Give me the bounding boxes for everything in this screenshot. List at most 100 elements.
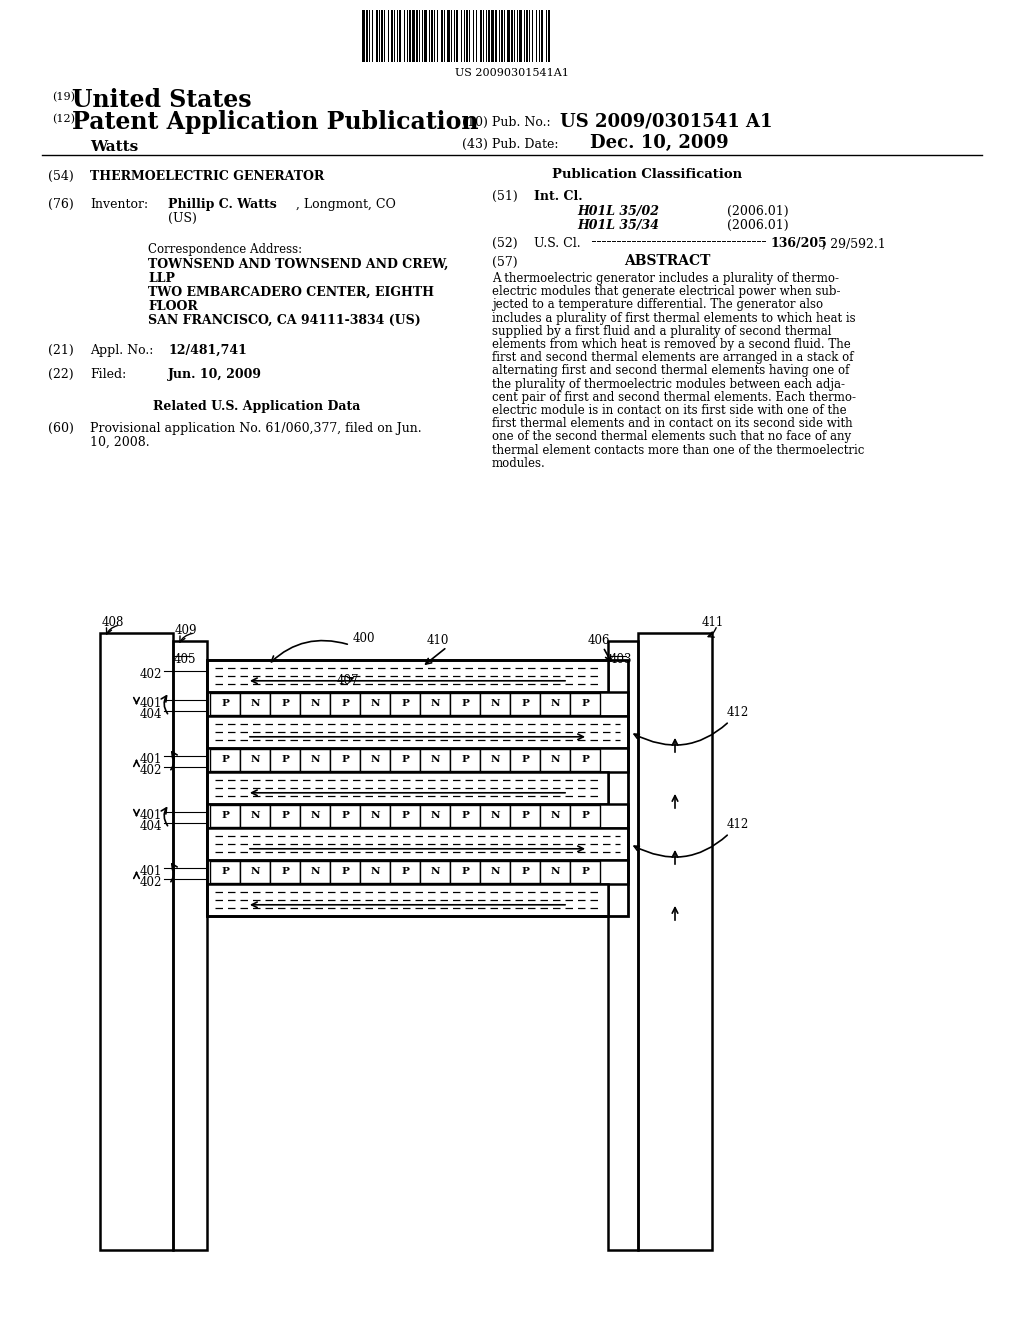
Text: 408: 408 [102,616,124,630]
Bar [300,693,330,715]
Text: N: N [550,867,560,876]
Text: Related U.S. Application Data: Related U.S. Application Data [153,400,360,413]
Bar [510,693,540,715]
Bar [416,11,418,62]
Text: Phillip C. Watts: Phillip C. Watts [168,198,276,211]
Bar [100,634,173,1250]
Text: N: N [490,700,500,709]
Bar [300,748,330,771]
Text: N: N [310,700,319,709]
Text: P: P [581,755,589,764]
Text: FLOOR: FLOOR [148,300,198,313]
Bar [173,642,207,1250]
Text: US 2009/0301541 A1: US 2009/0301541 A1 [560,112,772,129]
Text: (43) Pub. Date:: (43) Pub. Date: [462,139,558,150]
Text: 401: 401 [139,809,162,822]
Bar [207,828,628,861]
Text: 405: 405 [174,653,197,667]
Bar [207,715,628,748]
Text: Jun. 10, 2009: Jun. 10, 2009 [168,368,262,381]
Bar [450,693,480,715]
Text: (12): (12) [52,114,75,124]
Bar [210,693,240,715]
Bar [570,748,600,771]
Text: (21): (21) [48,345,74,356]
Text: P: P [341,700,349,709]
Text: 402: 402 [139,876,162,888]
Bar [519,11,522,62]
Bar [270,693,300,715]
Text: P: P [221,700,229,709]
Text: (US): (US) [168,213,197,224]
Bar [207,804,628,828]
Bar [511,11,513,62]
Text: 401: 401 [139,697,162,710]
Bar [391,11,393,62]
Bar [480,11,482,62]
Text: P: P [581,812,589,821]
Text: 411: 411 [702,616,724,630]
Text: N: N [490,812,500,821]
Text: P: P [581,867,589,876]
Text: P: P [401,700,409,709]
Bar [240,805,270,828]
Bar [480,861,510,883]
Bar [450,748,480,771]
Text: P: P [401,755,409,764]
Bar [570,861,600,883]
Text: N: N [371,755,380,764]
Text: N: N [490,755,500,764]
Bar [510,748,540,771]
Text: electric module is in contact on its first side with one of the: electric module is in contact on its fir… [492,404,847,417]
Bar [420,693,450,715]
Text: U.S. Cl.: U.S. Cl. [534,238,581,249]
Text: 401: 401 [139,865,162,878]
Bar [540,805,570,828]
Bar [466,11,468,62]
Bar [270,861,300,883]
Bar [270,805,300,828]
Bar [360,805,390,828]
Bar [450,861,480,883]
Text: (2006.01): (2006.01) [727,205,788,218]
Bar [424,11,427,62]
Text: Patent Application Publication: Patent Application Publication [72,110,478,135]
Bar [450,805,480,828]
Text: the plurality of thermoelectric modules between each adja-: the plurality of thermoelectric modules … [492,378,845,391]
Bar [495,11,497,62]
Bar [540,748,570,771]
Text: P: P [341,812,349,821]
Bar [240,748,270,771]
Bar [526,11,528,62]
Bar [240,693,270,715]
Bar [548,11,550,62]
Text: P: P [521,755,529,764]
Text: ; 29/592.1: ; 29/592.1 [822,238,886,249]
Text: SAN FRANCISCO, CA 94111-3834 (US): SAN FRANCISCO, CA 94111-3834 (US) [148,314,421,327]
Text: Inventor:: Inventor: [90,198,148,211]
Text: 402: 402 [139,668,162,681]
Bar [399,11,401,62]
Bar [300,805,330,828]
Bar [240,861,270,883]
Text: Correspondence Address:: Correspondence Address: [148,243,302,256]
Text: 412: 412 [634,705,750,744]
Text: includes a plurality of first thermal elements to which heat is: includes a plurality of first thermal el… [492,312,856,325]
Text: ABSTRACT: ABSTRACT [624,253,711,268]
Bar [207,772,608,804]
Text: 409: 409 [175,624,198,638]
Text: TWO EMBARCADERO CENTER, EIGHTH: TWO EMBARCADERO CENTER, EIGHTH [148,286,434,300]
Text: THERMOELECTRIC GENERATOR: THERMOELECTRIC GENERATOR [90,170,325,183]
Bar [360,748,390,771]
Text: N: N [430,867,439,876]
Bar [540,693,570,715]
Text: P: P [461,867,469,876]
Bar [207,748,628,772]
Text: 407: 407 [337,673,359,686]
Text: Publication Classification: Publication Classification [552,168,742,181]
Bar [376,11,378,62]
Bar [381,11,383,62]
Text: (54): (54) [48,170,74,183]
Bar [480,693,510,715]
Text: (76): (76) [48,198,74,211]
